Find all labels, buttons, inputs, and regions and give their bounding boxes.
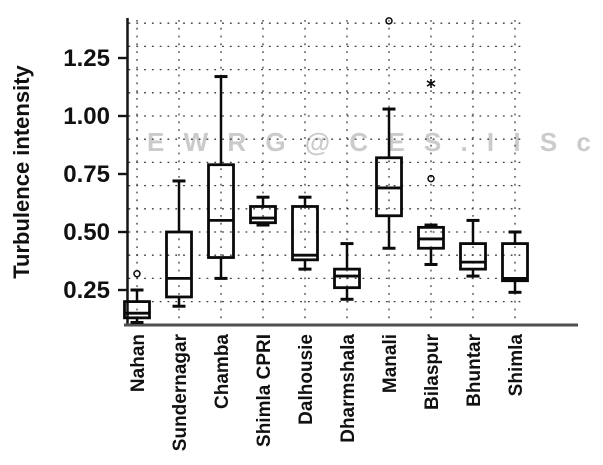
box-sundernagar [165, 179, 193, 308]
box-bhuntar [459, 218, 487, 278]
x-category-label: Nahan [128, 334, 149, 392]
box-bilaspur [417, 79, 445, 266]
x-category-label: Chamba [212, 334, 233, 409]
y-tick-label: 0.25 [63, 277, 110, 304]
box-series [123, 17, 529, 324]
axis-labels: 0.25 0.50 0.75 1.00 1.25 Nahan Sundernagar Cham… [63, 45, 527, 451]
box-manali [375, 17, 403, 250]
box-nahan [123, 270, 151, 324]
y-axis-title: Turbulence intensity [9, 64, 34, 278]
y-tick-label: 0.75 [63, 161, 110, 188]
y-tick-label: 1.00 [63, 103, 110, 130]
box-chamba [207, 75, 235, 280]
x-category-label: Manali [380, 334, 401, 393]
watermark-text: E W R G @ C E S . I I S c [147, 127, 597, 157]
box-dalhousie [291, 195, 319, 271]
y-tick-label: 1.25 [63, 45, 110, 72]
outlier-circle [133, 270, 141, 278]
axes [118, 18, 578, 327]
x-category-label: Shimla CPRI [254, 334, 275, 447]
box-shimla-cpri [249, 195, 277, 227]
x-category-label: Bilaspur [422, 333, 443, 410]
x-category-label: Dharmshala [338, 334, 359, 443]
outlier-asterisk [426, 79, 436, 89]
box-dharmshala [333, 242, 361, 301]
box-shimla [501, 230, 529, 294]
x-category-label: Dalhousie [296, 334, 317, 425]
y-tick-label: 0.50 [63, 219, 110, 246]
outlier-circle [385, 17, 393, 25]
x-category-label: Bhuntar [464, 333, 485, 406]
x-category-label: Shimla [506, 334, 527, 397]
x-category-label: Sundernagar [170, 333, 191, 451]
outlier-circle [427, 174, 435, 183]
